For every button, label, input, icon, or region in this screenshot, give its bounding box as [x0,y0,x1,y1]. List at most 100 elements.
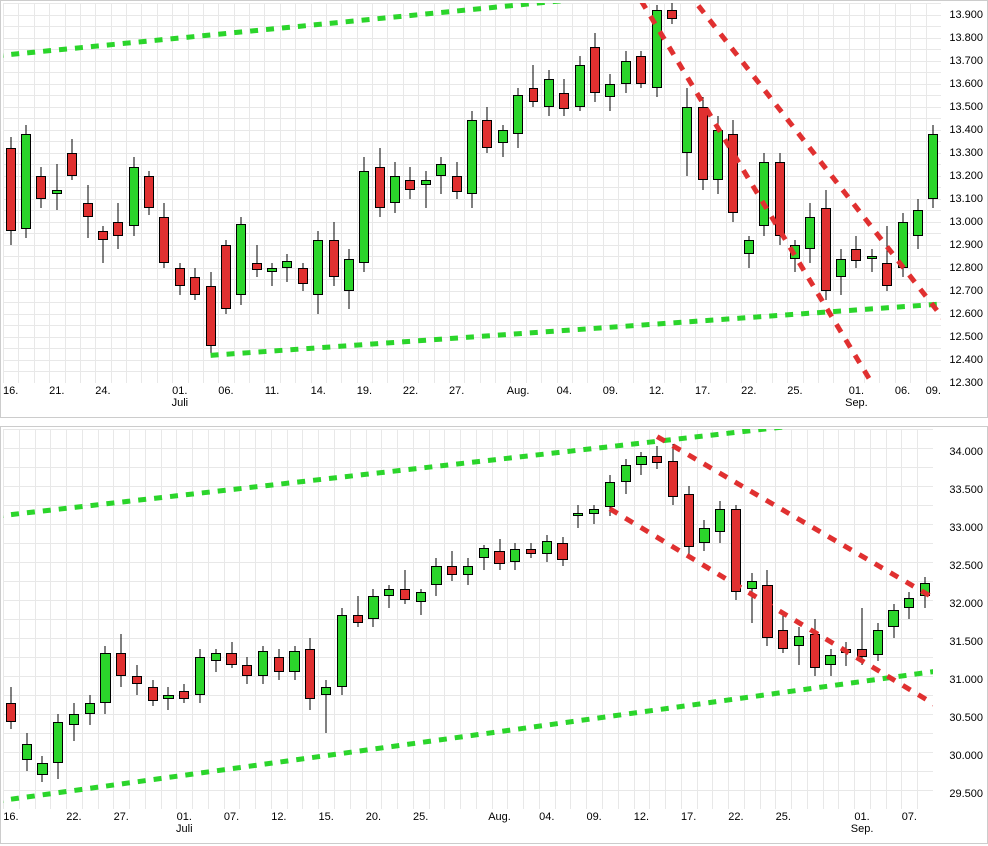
candle[interactable] [513,88,523,148]
candle[interactable] [590,33,600,102]
candle[interactable] [529,65,539,106]
candle[interactable] [775,153,785,245]
candle[interactable] [431,558,441,596]
candle[interactable] [728,120,738,221]
candle[interactable] [447,551,457,581]
candle[interactable] [436,157,446,194]
candle[interactable] [226,642,236,669]
candle[interactable] [53,714,63,779]
candle[interactable] [867,249,877,272]
candle[interactable] [836,249,846,295]
candle[interactable] [305,638,315,710]
plot-area[interactable] [3,429,933,809]
candle[interactable] [85,695,95,725]
candle[interactable] [353,596,363,626]
candle[interactable] [479,545,489,570]
candle[interactable] [359,157,369,272]
candle[interactable] [452,162,462,199]
plot-area[interactable] [3,3,941,383]
candle[interactable] [920,577,930,607]
candle[interactable] [400,570,410,604]
candle[interactable] [282,254,292,282]
candle[interactable] [589,505,599,524]
candle[interactable] [747,573,757,622]
candle[interactable] [873,623,883,661]
candle[interactable] [113,203,123,249]
candle[interactable] [510,543,520,570]
candle[interactable] [175,263,185,295]
candle[interactable] [652,5,662,97]
candle[interactable] [375,148,385,217]
candle[interactable] [841,642,851,666]
candle[interactable] [236,217,246,305]
candle[interactable] [463,558,473,585]
candle[interactable] [206,272,216,355]
candle[interactable] [790,240,800,272]
candle[interactable] [144,171,154,215]
candle[interactable] [132,665,142,695]
candle[interactable] [69,703,79,741]
candle[interactable] [794,627,804,665]
candle[interactable] [252,245,262,277]
candle[interactable] [67,139,77,180]
candle[interactable] [668,444,678,505]
candle[interactable] [684,486,694,554]
candle[interactable] [36,167,46,208]
candle[interactable] [542,535,552,562]
candle[interactable] [682,88,692,176]
candle[interactable] [605,74,615,111]
candle[interactable] [928,125,938,208]
candle[interactable] [605,475,615,517]
candle[interactable] [810,619,820,676]
candle[interactable] [494,539,504,569]
candle[interactable] [699,520,709,550]
candle[interactable] [857,608,867,665]
candle[interactable] [211,649,221,672]
candle[interactable] [98,226,108,263]
candle[interactable] [498,125,508,157]
candle[interactable] [384,585,394,608]
candle[interactable] [195,649,205,702]
candle[interactable] [258,646,268,684]
candle[interactable] [221,240,231,314]
candle[interactable] [21,125,31,238]
candle[interactable] [698,97,708,189]
candle[interactable] [825,649,835,676]
candle[interactable] [526,543,536,558]
candle[interactable] [148,680,158,707]
candle[interactable] [621,51,631,92]
candle[interactable] [851,236,861,268]
candle[interactable] [6,687,16,729]
candle[interactable] [416,589,426,616]
candle[interactable] [274,649,284,679]
candle[interactable] [559,79,569,116]
candle[interactable] [575,56,585,111]
candle[interactable] [190,268,200,300]
candle[interactable] [6,137,16,245]
candle[interactable] [821,190,831,301]
candle[interactable] [667,3,677,24]
candle[interactable] [405,167,415,199]
candle[interactable] [179,684,189,703]
candle[interactable] [37,756,47,783]
candle[interactable] [22,733,32,771]
candle[interactable] [100,646,110,714]
candle[interactable] [652,446,662,469]
candle[interactable] [715,501,725,543]
candle[interactable] [882,226,892,290]
candle[interactable] [421,171,431,208]
candle[interactable] [731,505,741,600]
candle[interactable] [904,592,914,619]
candle[interactable] [242,657,252,684]
candle[interactable] [321,680,331,733]
candle[interactable] [467,111,477,208]
candle[interactable] [52,164,62,210]
candle[interactable] [83,185,93,238]
candle[interactable] [482,107,492,153]
candle[interactable] [289,646,299,680]
candle[interactable] [329,222,339,286]
candle[interactable] [573,505,583,528]
candle[interactable] [337,608,347,695]
candle[interactable] [129,157,139,235]
candle[interactable] [744,236,754,268]
